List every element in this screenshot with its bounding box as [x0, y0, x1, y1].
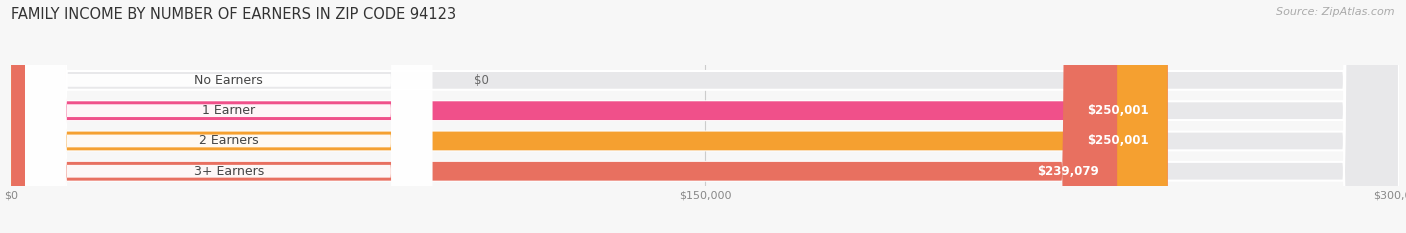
FancyBboxPatch shape — [11, 0, 1399, 233]
FancyBboxPatch shape — [11, 0, 1168, 233]
Text: $250,001: $250,001 — [1088, 134, 1149, 147]
Text: 3+ Earners: 3+ Earners — [194, 165, 264, 178]
Text: Source: ZipAtlas.com: Source: ZipAtlas.com — [1277, 7, 1395, 17]
FancyBboxPatch shape — [25, 0, 432, 233]
Text: 2 Earners: 2 Earners — [198, 134, 259, 147]
FancyBboxPatch shape — [11, 0, 1399, 233]
FancyBboxPatch shape — [11, 0, 1399, 233]
FancyBboxPatch shape — [25, 0, 432, 233]
Text: No Earners: No Earners — [194, 74, 263, 87]
Text: $0: $0 — [474, 74, 489, 87]
Text: $250,001: $250,001 — [1088, 104, 1149, 117]
FancyBboxPatch shape — [11, 0, 1168, 233]
FancyBboxPatch shape — [25, 0, 432, 233]
Text: FAMILY INCOME BY NUMBER OF EARNERS IN ZIP CODE 94123: FAMILY INCOME BY NUMBER OF EARNERS IN ZI… — [11, 7, 457, 22]
Text: 1 Earner: 1 Earner — [202, 104, 256, 117]
FancyBboxPatch shape — [11, 0, 1399, 233]
FancyBboxPatch shape — [11, 0, 1118, 233]
Text: $239,079: $239,079 — [1036, 165, 1098, 178]
FancyBboxPatch shape — [25, 0, 432, 233]
